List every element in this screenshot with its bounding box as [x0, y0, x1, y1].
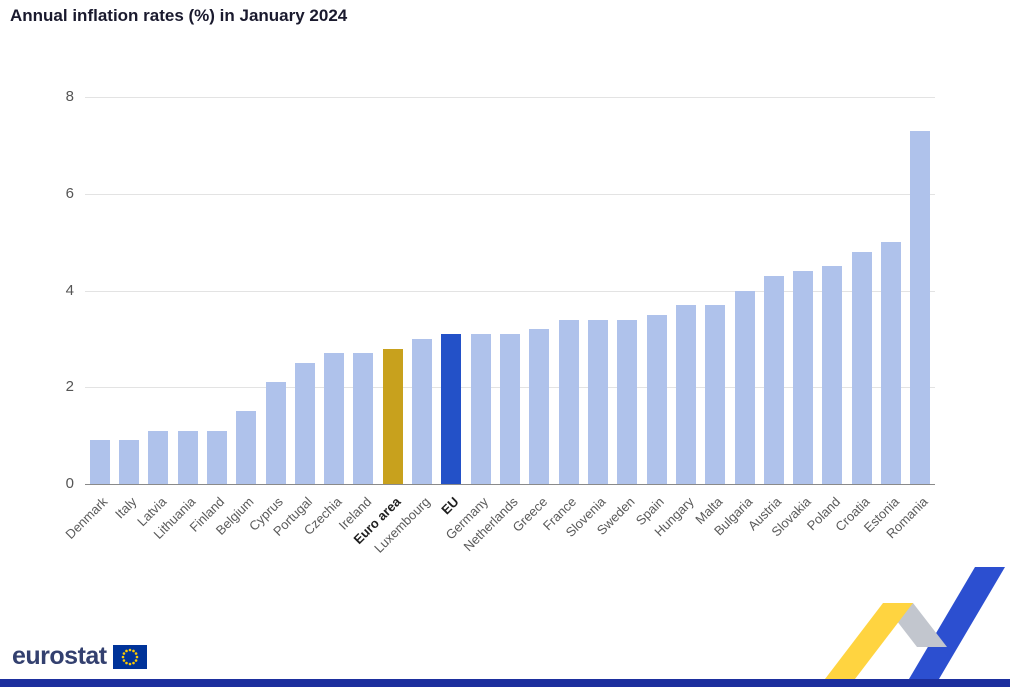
bar-spain[interactable]: [646, 314, 667, 484]
bar-france[interactable]: [558, 319, 579, 484]
gridline: [85, 290, 935, 292]
y-tick-label: 2: [65, 378, 74, 396]
bar-hungary[interactable]: [675, 305, 696, 484]
bar-slot-belgium: Belgium: [213, 97, 261, 538]
eurostat-brand-graphic: [825, 567, 1005, 679]
bar-euro-area[interactable]: [382, 348, 403, 484]
bar-slot-slovakia: Slovakia: [768, 97, 818, 539]
bar-slot-czechia: Czechia: [301, 97, 349, 538]
bar-poland[interactable]: [822, 266, 843, 484]
bar-eu[interactable]: [441, 334, 462, 484]
bar-slovakia[interactable]: [793, 271, 814, 484]
bar-italy[interactable]: [118, 440, 139, 484]
bar-slot-slovenia: Slovenia: [563, 97, 612, 540]
bars: Denmark Italy Latvia Lithuania Finland Belgiu…: [62, 97, 935, 556]
eurostat-logo-text: eurostat: [12, 642, 107, 670]
bar-slot-croatia: Croatia: [832, 97, 876, 534]
y-tick-label: 4: [65, 281, 74, 299]
bar-slot-cyprus: Cyprus: [246, 97, 290, 534]
bar-czechia[interactable]: [324, 353, 345, 484]
bar-slot-denmark: Denmark: [62, 97, 114, 542]
bar-slot-germany: Germany: [443, 97, 495, 542]
y-tick-label: 6: [65, 184, 74, 202]
bar-finland[interactable]: [206, 430, 227, 484]
bar-slot-luxembourg: Luxembourg: [371, 97, 436, 556]
x-axis-line: [85, 484, 935, 485]
plot-area: Denmark Italy Latvia Lithuania Finland Belgiu…: [62, 97, 935, 556]
bar-sweden[interactable]: [617, 319, 638, 484]
bar-belgium[interactable]: [236, 411, 257, 484]
gridline: [85, 193, 935, 195]
bar-slot-portugal: Portugal: [271, 97, 319, 539]
bar-luxembourg[interactable]: [412, 338, 433, 484]
bar-austria[interactable]: [763, 276, 784, 484]
bar-slot-italy: Italy: [112, 97, 143, 521]
bar-lithuania[interactable]: [177, 430, 198, 484]
bar-greece[interactable]: [529, 329, 550, 484]
y-tick-label: 8: [65, 88, 74, 105]
bar-malta[interactable]: [705, 305, 726, 484]
bar-slot-malta: Malta: [693, 97, 730, 527]
bar-slot-austria: Austria: [745, 97, 788, 533]
bar-cyprus[interactable]: [265, 382, 286, 484]
bar-slot-latvia: Latvia: [134, 97, 173, 529]
bar-slot-romania: Romania: [884, 97, 935, 541]
bar-slot-spain: Spain: [633, 97, 671, 528]
bar-slovenia[interactable]: [587, 319, 608, 484]
bar-slot-netherlands: Netherlands: [460, 97, 524, 554]
bar-portugal[interactable]: [294, 363, 315, 484]
y-tick-label: 0: [65, 475, 74, 492]
bar-slot-hungary: Hungary: [651, 97, 700, 539]
bar-netherlands[interactable]: [500, 334, 521, 484]
footer-strip: [0, 679, 1010, 687]
bar-estonia[interactable]: [881, 242, 902, 484]
bar-latvia[interactable]: [148, 430, 169, 484]
bar-bulgaria[interactable]: [734, 290, 755, 484]
bar-romania[interactable]: [910, 130, 931, 484]
bar-slot-estonia: Estonia: [860, 97, 905, 535]
x-label-eu: EU: [438, 494, 463, 518]
bar-denmark[interactable]: [89, 440, 110, 484]
eurostat-logo: eurostat: [12, 642, 147, 671]
bar-croatia[interactable]: [851, 251, 872, 484]
bar-slot-france: France: [540, 97, 583, 533]
bar-slot-ireland: Ireland: [335, 97, 378, 533]
bar-slot-sweden: Sweden: [594, 97, 642, 538]
bar-germany[interactable]: [470, 334, 491, 484]
page-title: Annual inflation rates (%) in January 20…: [10, 6, 348, 25]
bar-slot-bulgaria: Bulgaria: [711, 97, 759, 538]
gridline: [85, 97, 935, 98]
bar-slot-greece: Greece: [509, 97, 554, 535]
bar-slot-lithuania: Lithuania: [150, 97, 202, 542]
bar-slot-poland: Poland: [804, 97, 847, 533]
eu-flag-icon: [112, 644, 147, 669]
x-label-denmark: Denmark: [62, 494, 111, 542]
bar-ireland[interactable]: [353, 353, 374, 484]
bar-slot-euro-area: Euro area: [350, 97, 407, 547]
bar-slot-eu: EU: [437, 97, 466, 517]
bar-slot-finland: Finland: [187, 97, 231, 535]
